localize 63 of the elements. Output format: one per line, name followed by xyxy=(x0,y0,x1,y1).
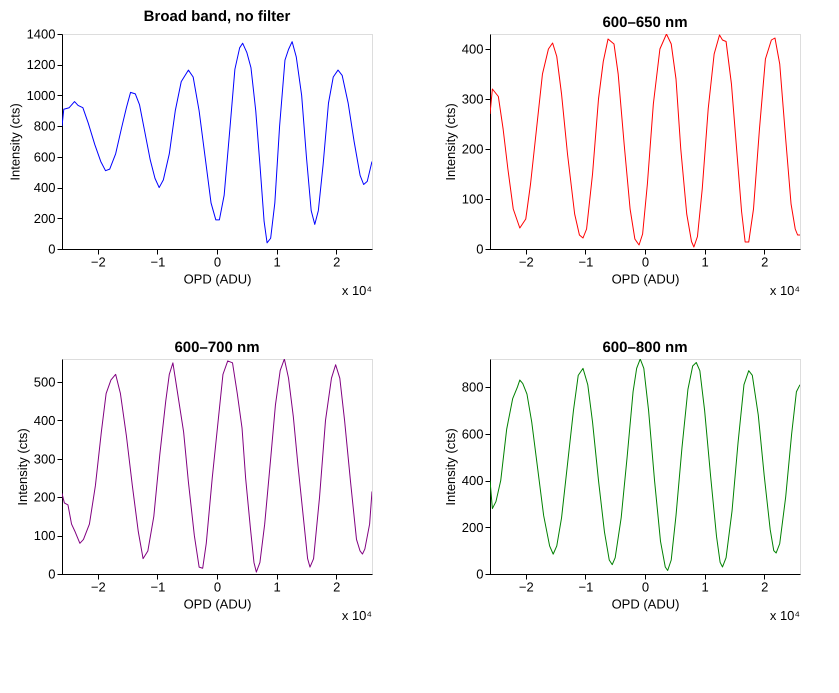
y-tick-label: 200 xyxy=(462,520,484,535)
x-tick-label: −2 xyxy=(518,580,534,594)
x-tick-label: −1 xyxy=(150,254,166,270)
y-tick-label: 100 xyxy=(462,192,484,206)
y-tick-label: 800 xyxy=(34,118,56,134)
line-series xyxy=(490,359,800,571)
y-tick-label: 400 xyxy=(34,412,56,428)
y-tick-label: 200 xyxy=(462,142,484,156)
y-tick-label: 300 xyxy=(34,451,56,466)
y-axis-title: Intensity (cts) xyxy=(14,428,30,506)
x-tick-label: −1 xyxy=(578,580,594,594)
x-axis-title: OPD (ADU) xyxy=(184,272,252,286)
y-tick-label: 0 xyxy=(476,566,484,582)
chart-title: 600–700 nm xyxy=(174,339,260,356)
x-tick-label: −2 xyxy=(518,254,534,270)
x-tick-label: 1 xyxy=(702,254,709,270)
y-tick-label: 200 xyxy=(34,210,56,226)
x-axis-title: OPD (ADU) xyxy=(612,596,680,612)
chart-title: 600–650 nm xyxy=(602,14,688,31)
y-tick-label: 0 xyxy=(476,242,484,256)
x-tick-label: 0 xyxy=(214,254,222,270)
text: x 10⁴ xyxy=(342,283,372,298)
y-tick-label: 400 xyxy=(34,180,56,196)
y-tick-label: 400 xyxy=(462,473,484,488)
y-tick-label: 200 xyxy=(34,490,56,505)
x-axis-title: OPD (ADU) xyxy=(184,596,252,612)
x-tick-label: 2 xyxy=(761,254,768,270)
x-axis-title: OPD (ADU) xyxy=(612,272,680,286)
x-tick-label: −1 xyxy=(578,254,594,270)
chart-title: 600–800 nm xyxy=(602,339,688,356)
y-axis-title: Intensity (cts) xyxy=(442,103,458,181)
y-axis-title: Intensity (cts) xyxy=(442,428,458,506)
x-tick-label: 1 xyxy=(274,580,281,594)
y-tick-label: 300 xyxy=(462,92,484,106)
x-tick-label: 2 xyxy=(333,580,340,594)
x-tick-label: 2 xyxy=(761,580,768,594)
x-tick-label: −2 xyxy=(90,580,106,594)
text: x 10⁴ xyxy=(342,608,372,623)
y-tick-label: 500 xyxy=(34,374,56,390)
line-series xyxy=(490,34,800,248)
y-tick-label: 800 xyxy=(462,380,484,395)
y-axis-title: Intensity (cts) xyxy=(8,103,23,181)
x-tick-label: 0 xyxy=(214,580,222,594)
line-series xyxy=(62,41,372,244)
chart-title: Broad band, no filter xyxy=(144,8,290,25)
x-tick-label: −1 xyxy=(150,580,166,594)
y-tick-label: 0 xyxy=(48,242,56,256)
x-tick-label: 1 xyxy=(702,580,709,594)
x-tick-label: 0 xyxy=(642,254,650,270)
y-tick-label: 600 xyxy=(462,426,484,442)
x-tick-label: 0 xyxy=(642,580,650,594)
x-tick-label: 2 xyxy=(333,254,340,270)
y-tick-label: 1200 xyxy=(26,57,56,72)
y-tick-label: 100 xyxy=(34,528,56,544)
y-tick-label: 400 xyxy=(462,42,484,56)
y-tick-label: 0 xyxy=(48,566,56,582)
y-tick-label: 1000 xyxy=(26,88,56,103)
text: x 10⁴ xyxy=(770,283,800,298)
x-tick-label: 1 xyxy=(274,254,281,270)
text: x 10⁴ xyxy=(770,608,800,623)
y-tick-label: 600 xyxy=(34,149,56,164)
x-tick-label: −2 xyxy=(90,254,106,270)
y-tick-label: 1400 xyxy=(26,26,56,42)
